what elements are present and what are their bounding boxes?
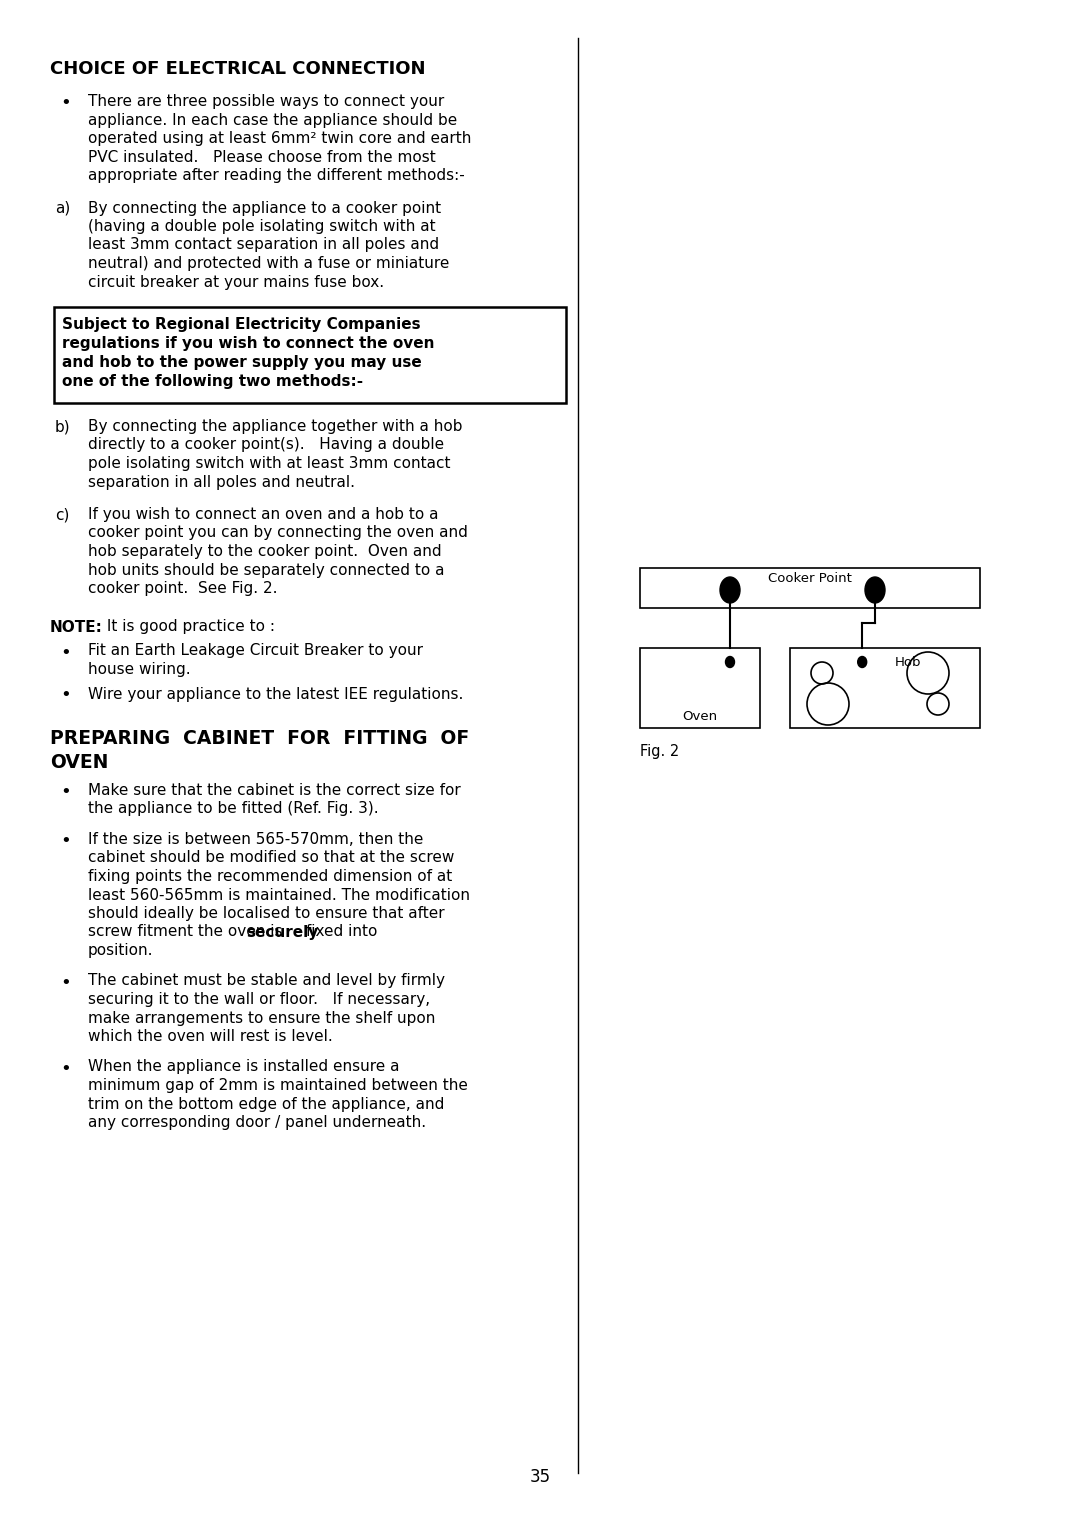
- Ellipse shape: [858, 657, 867, 668]
- Text: should ideally be localised to ensure that after: should ideally be localised to ensure th…: [87, 906, 445, 921]
- Text: hob units should be separately connected to a: hob units should be separately connected…: [87, 562, 445, 578]
- Text: PVC insulated.   Please choose from the most: PVC insulated. Please choose from the mo…: [87, 150, 435, 165]
- Text: •: •: [60, 973, 71, 992]
- Text: •: •: [60, 1059, 71, 1077]
- Text: There are three possible ways to connect your: There are three possible ways to connect…: [87, 95, 444, 108]
- Text: •: •: [60, 782, 71, 801]
- Text: regulations if you wish to connect the oven: regulations if you wish to connect the o…: [62, 336, 434, 351]
- Text: c): c): [55, 507, 69, 523]
- Text: NOTE:: NOTE:: [50, 619, 103, 634]
- Bar: [789, 648, 980, 727]
- Text: securing it to the wall or floor.   If necessary,: securing it to the wall or floor. If nec…: [87, 992, 430, 1007]
- Text: least 3mm contact separation in all poles and: least 3mm contact separation in all pole…: [87, 237, 440, 252]
- Text: cooker point you can by connecting the oven and: cooker point you can by connecting the o…: [87, 526, 468, 541]
- Text: which the oven will rest is level.: which the oven will rest is level.: [87, 1028, 333, 1044]
- Text: By connecting the appliance together with a hob: By connecting the appliance together wit…: [87, 419, 462, 434]
- Text: b): b): [55, 419, 70, 434]
- Text: cabinet should be modified so that at the screw: cabinet should be modified so that at th…: [87, 851, 455, 865]
- Text: •: •: [60, 643, 71, 662]
- Text: directly to a cooker point(s).   Having a double: directly to a cooker point(s). Having a …: [87, 437, 444, 452]
- Text: fixed into: fixed into: [301, 924, 377, 940]
- Text: (having a double pole isolating switch with at: (having a double pole isolating switch w…: [87, 219, 435, 234]
- Text: operated using at least 6mm² twin core and earth: operated using at least 6mm² twin core a…: [87, 131, 471, 147]
- Text: Fit an Earth Leakage Circuit Breaker to your: Fit an Earth Leakage Circuit Breaker to …: [87, 643, 423, 659]
- Text: pole isolating switch with at least 3mm contact: pole isolating switch with at least 3mm …: [87, 455, 450, 471]
- Ellipse shape: [720, 578, 740, 604]
- Text: By connecting the appliance to a cooker point: By connecting the appliance to a cooker …: [87, 200, 441, 215]
- Text: house wiring.: house wiring.: [87, 662, 191, 677]
- Text: Wire your appliance to the latest IEE regulations.: Wire your appliance to the latest IEE re…: [87, 686, 463, 701]
- Text: •: •: [60, 95, 71, 112]
- Text: •: •: [60, 833, 71, 850]
- Text: 35: 35: [529, 1468, 551, 1487]
- Ellipse shape: [865, 578, 885, 604]
- Text: Hob: Hob: [895, 656, 921, 669]
- Text: It is good practice to :: It is good practice to :: [102, 619, 275, 634]
- Text: position.: position.: [87, 943, 153, 958]
- Text: PREPARING  CABINET  FOR  FITTING  OF: PREPARING CABINET FOR FITTING OF: [50, 729, 469, 749]
- Text: the appliance to be fitted (Ref. Fig. 3).: the appliance to be fitted (Ref. Fig. 3)…: [87, 802, 379, 816]
- Text: screw fitment the oven is: screw fitment the oven is: [87, 924, 287, 940]
- Text: any corresponding door / panel underneath.: any corresponding door / panel underneat…: [87, 1115, 427, 1131]
- Text: fixing points the recommended dimension of at: fixing points the recommended dimension …: [87, 869, 453, 885]
- Text: a): a): [55, 200, 70, 215]
- Text: Make sure that the cabinet is the correct size for: Make sure that the cabinet is the correc…: [87, 782, 461, 798]
- Text: CHOICE OF ELECTRICAL CONNECTION: CHOICE OF ELECTRICAL CONNECTION: [50, 60, 426, 78]
- Text: hob separately to the cooker point.  Oven and: hob separately to the cooker point. Oven…: [87, 544, 442, 559]
- Text: OVEN: OVEN: [50, 753, 108, 772]
- Bar: [640, 648, 760, 727]
- Text: If the size is between 565-570mm, then the: If the size is between 565-570mm, then t…: [87, 833, 423, 847]
- Text: and hob to the power supply you may use: and hob to the power supply you may use: [62, 354, 422, 370]
- Text: appliance. In each case the appliance should be: appliance. In each case the appliance sh…: [87, 113, 457, 127]
- Bar: [54, 307, 566, 403]
- Text: The cabinet must be stable and level by firmly: The cabinet must be stable and level by …: [87, 973, 445, 989]
- Text: Subject to Regional Electricity Companies: Subject to Regional Electricity Companie…: [62, 316, 420, 332]
- Text: circuit breaker at your mains fuse box.: circuit breaker at your mains fuse box.: [87, 275, 384, 289]
- Text: •: •: [60, 686, 71, 704]
- Text: one of the following two methods:-: one of the following two methods:-: [62, 374, 363, 390]
- Text: separation in all poles and neutral.: separation in all poles and neutral.: [87, 475, 355, 489]
- Text: appropriate after reading the different methods:-: appropriate after reading the different …: [87, 168, 464, 183]
- Text: If you wish to connect an oven and a hob to a: If you wish to connect an oven and a hob…: [87, 507, 438, 523]
- Text: neutral) and protected with a fuse or miniature: neutral) and protected with a fuse or mi…: [87, 257, 449, 270]
- Text: minimum gap of 2mm is maintained between the: minimum gap of 2mm is maintained between…: [87, 1077, 468, 1093]
- Text: Oven: Oven: [683, 711, 717, 723]
- Text: When the appliance is installed ensure a: When the appliance is installed ensure a: [87, 1059, 400, 1074]
- Text: trim on the bottom edge of the appliance, and: trim on the bottom edge of the appliance…: [87, 1097, 444, 1111]
- Text: cooker point.  See Fig. 2.: cooker point. See Fig. 2.: [87, 581, 278, 596]
- Text: make arrangements to ensure the shelf upon: make arrangements to ensure the shelf up…: [87, 1010, 435, 1025]
- Text: least 560-565mm is maintained. The modification: least 560-565mm is maintained. The modif…: [87, 888, 470, 903]
- Ellipse shape: [726, 657, 734, 668]
- Text: Fig. 2: Fig. 2: [640, 744, 679, 759]
- Text: securely: securely: [246, 924, 319, 940]
- Text: Cooker Point: Cooker Point: [768, 571, 852, 585]
- Bar: [640, 568, 980, 608]
